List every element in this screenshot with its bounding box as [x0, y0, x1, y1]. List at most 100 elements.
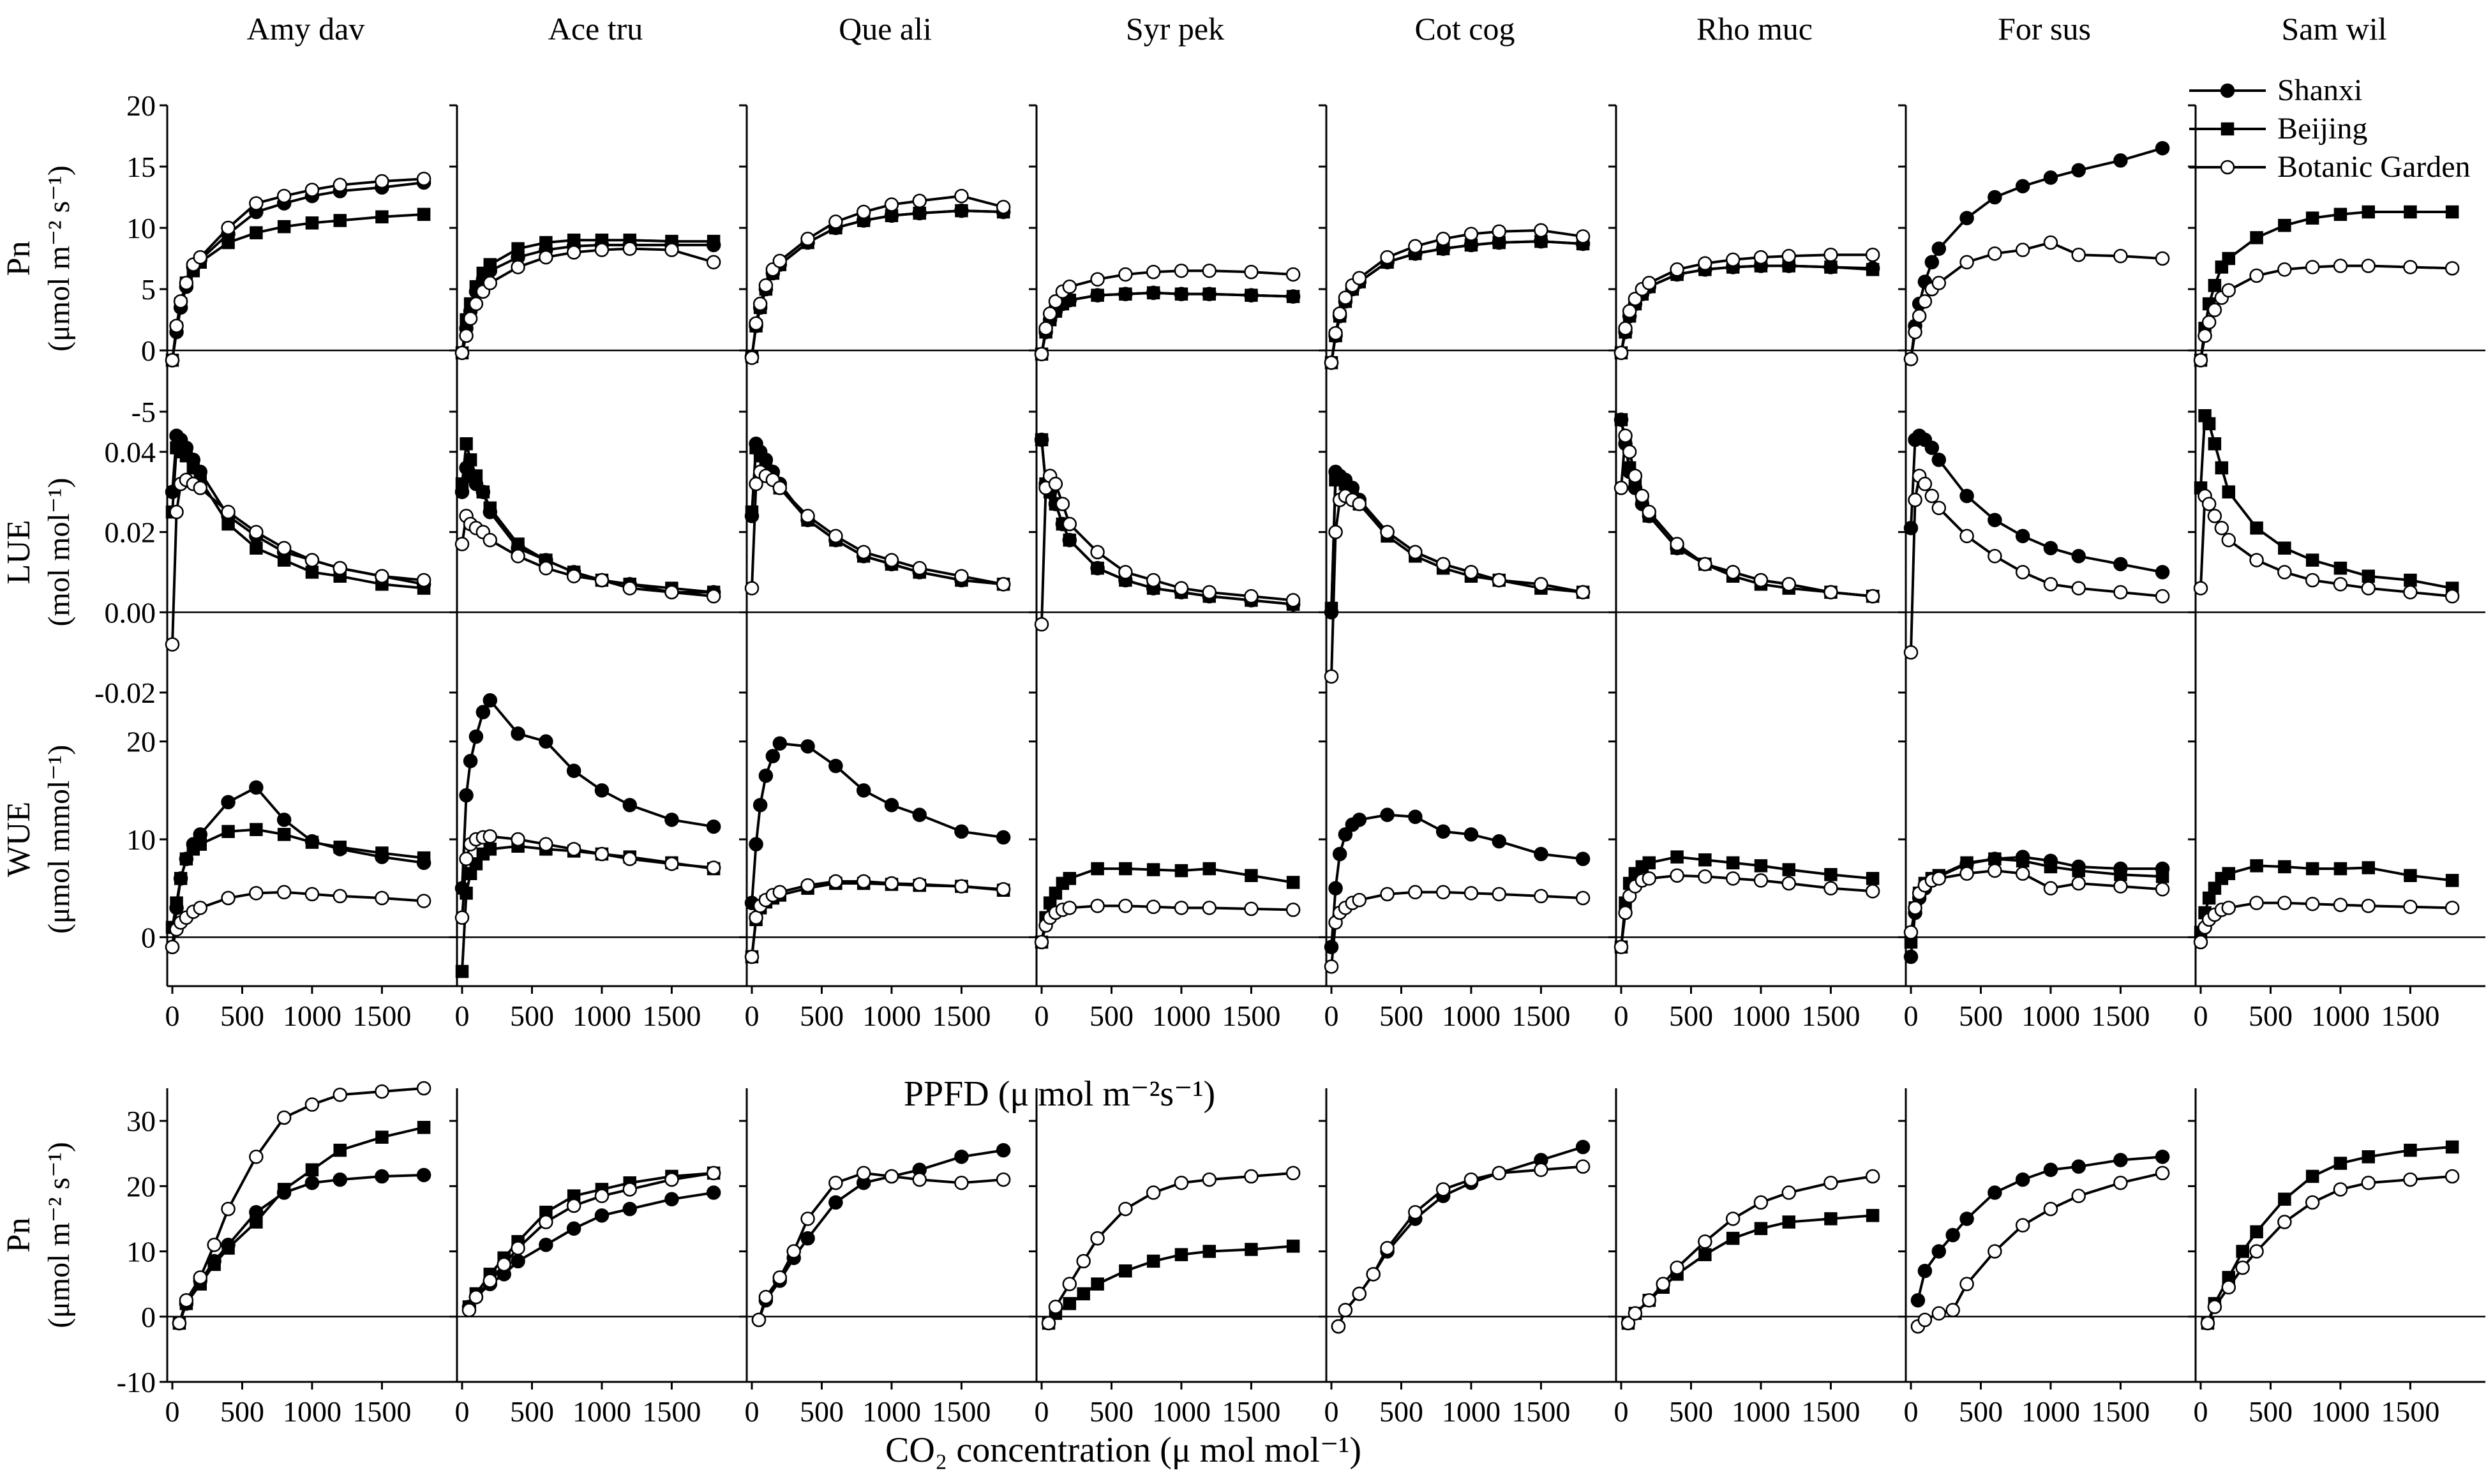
data-point [2361, 899, 2376, 913]
data-point [2113, 248, 2128, 264]
data-point [800, 509, 815, 523]
data-point [856, 204, 871, 220]
x-tick-label: 1500 [352, 1000, 411, 1032]
data-point [2249, 1244, 2264, 1259]
data-point [1146, 573, 1161, 588]
data-point [884, 798, 899, 813]
data-point [1492, 224, 1506, 239]
data-point [459, 851, 474, 866]
data-point [2333, 1182, 2348, 1197]
data-point [828, 1195, 843, 1210]
data-point [594, 1208, 610, 1223]
data-point [1245, 1243, 1258, 1256]
data-point [1726, 856, 1740, 870]
data-point [1245, 289, 1258, 302]
series-botanic-garden [1614, 247, 1880, 361]
data-point [193, 1270, 208, 1285]
data-point [1062, 279, 1077, 294]
data-point [1146, 264, 1161, 280]
data-point [2333, 1157, 2347, 1170]
data-point [333, 841, 347, 854]
data-point [1332, 306, 1347, 321]
data-point [2155, 1150, 2170, 1164]
data-point [753, 798, 768, 813]
series-shanxi [744, 437, 1011, 592]
x-tick-label: 0 [745, 1395, 760, 1428]
data-point [460, 887, 473, 900]
data-point [165, 353, 180, 368]
y-tick-label: 0 [141, 334, 156, 367]
panel-sam-wil: 0 500 1000 1500 [2188, 693, 2485, 1032]
data-point [2155, 251, 2170, 266]
data-point [1725, 565, 1741, 580]
data-point [165, 940, 180, 954]
series-line [171, 213, 424, 361]
data-point [2250, 521, 2263, 535]
x-tick-label: 1500 [932, 1000, 991, 1032]
data-point [954, 569, 969, 583]
data-point [416, 171, 431, 186]
data-point [1698, 557, 1712, 572]
data-point [1931, 1306, 1947, 1321]
data-point [996, 577, 1011, 592]
data-point [333, 1143, 347, 1157]
data-point [1408, 809, 1423, 824]
series-line [171, 828, 424, 928]
data-point [2404, 869, 2417, 882]
data-point [511, 260, 525, 274]
series-botanic-garden [1041, 1165, 1301, 1331]
data-point [1464, 565, 1479, 580]
data-point [2362, 1150, 2375, 1164]
x-tick-label: 1500 [1222, 1395, 1280, 1428]
data-point [1285, 903, 1301, 917]
series-beijing [1324, 473, 1590, 615]
data-point [2278, 860, 2291, 874]
data-point [463, 453, 477, 467]
data-point [277, 220, 291, 234]
panel-ace-tru: 0 500 1000 1500 [449, 1088, 747, 1428]
x-tick-label: 500 [1089, 1395, 1134, 1428]
data-point [375, 1169, 389, 1184]
data-point [1931, 500, 1947, 516]
series-shanxi [744, 203, 1011, 364]
data-point [2445, 1140, 2459, 1154]
series-line [171, 445, 424, 590]
series-shanxi [461, 1185, 721, 1314]
data-point [2278, 218, 2291, 232]
data-point [2207, 509, 2222, 523]
data-point [179, 449, 193, 463]
series-line [2199, 264, 2453, 361]
series-beijing [462, 1166, 721, 1314]
data-point [1959, 255, 1974, 270]
data-point [1642, 1293, 1657, 1308]
data-point [2198, 328, 2212, 343]
y-axis-label-top: LUE [1, 520, 37, 584]
data-point [2015, 866, 2030, 881]
x-tick-label: 0 [165, 1395, 180, 1428]
series-botanic-garden [165, 171, 431, 368]
data-point [1244, 588, 1259, 604]
data-point [169, 319, 184, 333]
data-point [1285, 1165, 1301, 1181]
data-point [333, 1172, 347, 1187]
data-point [706, 1165, 721, 1181]
data-point [2113, 879, 2128, 894]
y-axis-label-bottom: (μmol m⁻² s⁻¹) [42, 1142, 76, 1328]
data-point [1286, 290, 1300, 303]
series-botanic-garden [1903, 468, 2170, 660]
x-tick-label: 500 [800, 1395, 844, 1428]
data-point [884, 553, 899, 567]
series-botanic-garden [454, 829, 721, 925]
data-point [1146, 899, 1161, 915]
data-point [1062, 516, 1077, 532]
series-shanxi [1903, 850, 2170, 964]
series-beijing [165, 207, 431, 367]
species-title: Rho muc [1696, 11, 1813, 47]
data-point [2403, 899, 2418, 915]
y-tick-label: -5 [131, 396, 156, 428]
series-botanic-garden [744, 874, 1011, 964]
x-tick-label: 1500 [2381, 1395, 2439, 1428]
x-tick-label: 500 [2249, 1000, 2293, 1032]
data-point [622, 1182, 637, 1197]
